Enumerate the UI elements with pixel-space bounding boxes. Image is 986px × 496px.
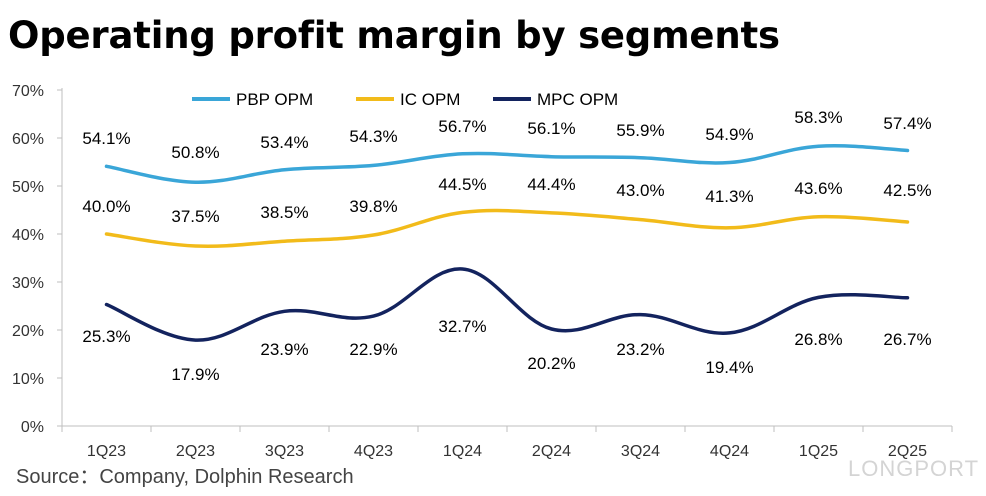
data-label-ic: 40.0%	[82, 197, 130, 216]
data-label-mpc: 23.9%	[260, 340, 308, 359]
legend: PBP OPM IC OPM MPC OPM	[192, 90, 618, 109]
x-tick-label: 4Q24	[710, 443, 749, 460]
data-label-mpc: 32.7%	[438, 317, 486, 336]
data-label-mpc: 22.9%	[349, 340, 397, 359]
data-label-ic: 42.5%	[883, 181, 931, 200]
data-label-mpc: 23.2%	[616, 340, 664, 359]
y-tick-label: 10%	[12, 371, 44, 388]
x-tick-label: 4Q23	[354, 443, 393, 460]
legend-label-pbp: PBP OPM	[236, 90, 313, 109]
axes: 0% 10% 20% 30% 40% 50% 60% 70% 1Q23 2Q23 3Q23 4Q23 1…	[12, 83, 953, 460]
x-tick-label: 2Q23	[176, 443, 215, 460]
data-label-ic: 44.4%	[527, 175, 575, 194]
x-tick-label: 3Q23	[265, 443, 304, 460]
data-label-pbp: 50.8%	[171, 143, 219, 162]
y-tick-label: 30%	[12, 275, 44, 292]
data-label-ic: 39.8%	[349, 197, 397, 216]
source-note: Source：Company, Dolphin Research	[16, 466, 354, 488]
series-lines	[104, 143, 910, 342]
series-line-mpc	[104, 267, 910, 342]
data-label-ic: 41.3%	[705, 187, 753, 206]
y-tick-label: 70%	[12, 83, 44, 100]
y-tick-label: 20%	[12, 323, 44, 340]
x-tick-label: 1Q25	[799, 443, 838, 460]
x-tick-label: 2Q24	[532, 443, 571, 460]
data-label-ic: 43.6%	[794, 179, 842, 198]
data-label-ic: 44.5%	[438, 175, 486, 194]
data-label-pbp: 55.9%	[616, 121, 664, 140]
data-label-mpc: 17.9%	[171, 365, 219, 384]
series-line-pbp	[104, 143, 910, 184]
x-tick-label: 2Q25	[888, 443, 927, 460]
data-label-ic: 43.0%	[616, 181, 664, 200]
data-label-mpc: 26.8%	[794, 330, 842, 349]
data-label-mpc: 20.2%	[527, 354, 575, 373]
data-label-pbp: 56.7%	[438, 117, 486, 136]
brand-watermark: LONGPORT	[848, 456, 980, 481]
data-label-pbp: 53.4%	[260, 133, 308, 152]
legend-label-mpc: MPC OPM	[537, 90, 618, 109]
x-tick-label: 1Q23	[87, 443, 126, 460]
data-label-ic: 38.5%	[260, 203, 308, 222]
data-label-mpc: 19.4%	[705, 358, 753, 377]
data-label-mpc: 25.3%	[82, 327, 130, 346]
data-label-pbp: 54.1%	[82, 129, 130, 148]
y-tick-label: 0%	[21, 419, 44, 436]
x-tick-label: 1Q24	[443, 443, 482, 460]
y-tick-label: 40%	[12, 227, 44, 244]
data-label-ic: 37.5%	[171, 207, 219, 226]
data-labels: 54.1% 50.8% 53.4% 54.3% 56.7% 56.1% 55.9% 54.9%…	[82, 108, 931, 384]
legend-label-ic: IC OPM	[400, 90, 460, 109]
data-label-pbp: 56.1%	[527, 119, 575, 138]
y-tick-label: 50%	[12, 179, 44, 196]
data-label-mpc: 26.7%	[883, 330, 931, 349]
data-label-pbp: 58.3%	[794, 108, 842, 127]
data-label-pbp: 54.3%	[349, 127, 397, 146]
data-label-pbp: 54.9%	[705, 125, 753, 144]
data-label-pbp: 57.4%	[883, 114, 931, 133]
chart-title: Operating profit margin by segments	[8, 14, 780, 57]
series-line-ic	[104, 208, 910, 248]
y-tick-label: 60%	[12, 131, 44, 148]
x-tick-label: 3Q24	[621, 443, 660, 460]
